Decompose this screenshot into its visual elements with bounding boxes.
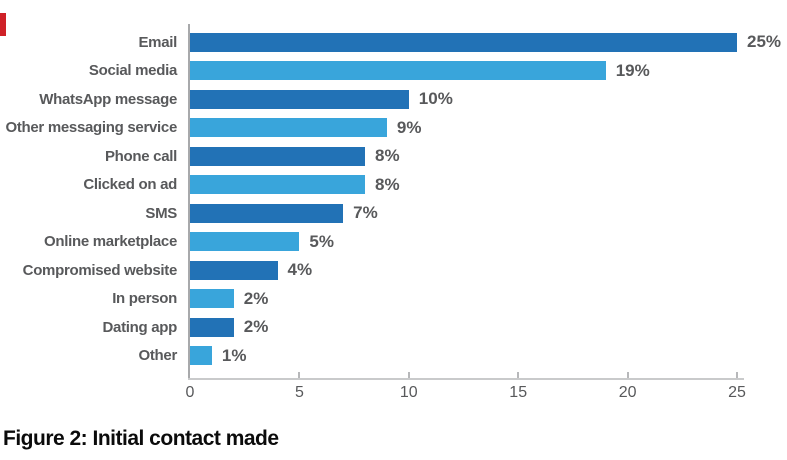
value-label: 19% <box>615 60 650 80</box>
category-label: Email <box>138 33 177 51</box>
bar-row: Compromised website 4% <box>0 256 787 285</box>
bar-row: Other 1% <box>0 342 787 371</box>
bar-row: SMS 7% <box>0 199 787 228</box>
category-label: Social media <box>88 62 177 80</box>
bar <box>190 146 366 166</box>
figure-caption: Figure 2: Initial contact made <box>3 427 279 450</box>
category-label: Other messaging service <box>5 119 177 137</box>
category-label: Dating app <box>102 318 178 336</box>
value-label: 25% <box>747 32 782 52</box>
y-axis-line <box>188 24 190 379</box>
x-axis-tickmark <box>298 372 301 378</box>
bar <box>190 346 212 366</box>
bar <box>190 61 606 81</box>
category-label: Clicked on ad <box>83 176 177 194</box>
x-axis-tickmark <box>736 372 738 378</box>
x-axis-line <box>188 378 744 380</box>
bar <box>190 203 344 223</box>
x-axis-tick-label: 15 <box>509 384 528 401</box>
bar-row: Other messaging service 9% <box>0 114 787 143</box>
value-label: 8% <box>375 174 400 194</box>
x-axis-tickmark <box>517 372 520 378</box>
bar-row: WhatsApp message 10% <box>0 85 787 114</box>
bar <box>190 289 234 309</box>
bar-row: Online marketplace 5% <box>0 228 787 257</box>
bar-row: Clicked on ad 8% <box>0 171 787 200</box>
page-edge-red-mark <box>0 13 6 36</box>
category-label: SMS <box>145 204 177 222</box>
x-axis-tick-label: 20 <box>618 384 637 401</box>
category-label: Other <box>138 347 177 365</box>
value-label: 10% <box>418 89 453 109</box>
value-label: 8% <box>375 146 400 166</box>
x-axis-tick-label: 25 <box>728 384 746 401</box>
value-label: 1% <box>221 345 247 365</box>
bar <box>190 175 366 195</box>
x-axis-tick-label: 5 <box>294 384 304 401</box>
category-label: WhatsApp message <box>39 90 177 108</box>
bar <box>190 260 278 280</box>
bar <box>190 89 409 109</box>
x-axis-tick-label: 10 <box>399 384 418 401</box>
x-axis-tickmark <box>407 372 410 378</box>
x-axis-tick-label: 0 <box>185 384 195 401</box>
category-label: Compromised website <box>22 261 178 279</box>
category-label: In person <box>112 290 177 308</box>
category-label: Phone call <box>104 147 177 165</box>
bar <box>190 32 737 52</box>
bar-row: Social media 19% <box>0 57 787 86</box>
category-label: Online marketplace <box>44 233 177 251</box>
value-label: 2% <box>243 317 269 337</box>
bar-chart: Email 25% Social media 19% WhatsApp message 1… <box>0 28 787 370</box>
bar-row: Email 25% <box>0 28 787 57</box>
value-label: 2% <box>243 288 269 308</box>
bar-row: Phone call 8% <box>0 142 787 171</box>
value-label: 7% <box>353 203 378 223</box>
value-label: 9% <box>396 117 422 137</box>
bar <box>190 317 234 337</box>
bar <box>190 118 387 138</box>
bar-row: In person 2% <box>0 285 787 314</box>
x-axis-tickmark <box>626 372 629 378</box>
value-label: 5% <box>309 231 334 251</box>
bar <box>190 232 300 252</box>
value-label: 4% <box>287 260 313 280</box>
bar-row: Dating app 2% <box>0 313 787 342</box>
